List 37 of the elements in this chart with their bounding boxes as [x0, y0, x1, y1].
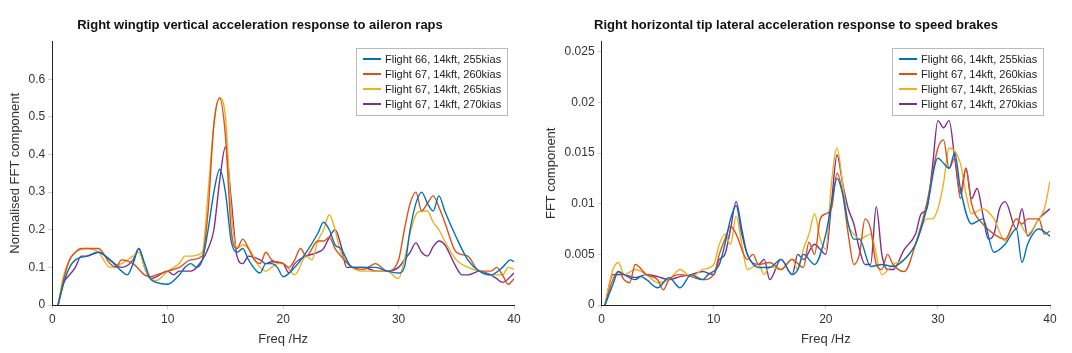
x-tick-label: 20 — [276, 311, 291, 326]
y-tick-label: 0.025 — [564, 44, 595, 59]
x-tick-label: 0 — [598, 311, 606, 326]
legend-label: Flight 66, 14kft, 255kias — [921, 51, 1038, 67]
x-axis-title: Freq /Hz — [800, 330, 851, 346]
legend-label: Flight 67, 14kft, 270kias — [921, 96, 1038, 112]
x-tick-label: 20 — [819, 311, 833, 326]
x-axis-title: Freq /Hz — [258, 330, 309, 346]
x-tick-label: 30 — [931, 311, 945, 326]
y-tick-label: 0.01 — [571, 196, 595, 210]
y-tick-label: 0.015 — [564, 145, 595, 160]
x-tick-label: 40 — [1043, 311, 1057, 326]
y-tick-label: 0.4 — [28, 146, 46, 161]
x-tick-label: 40 — [507, 311, 521, 326]
legend-label: Flight 66, 14kft, 255kias — [385, 51, 502, 67]
legend-label: Flight 67, 14kft, 260kias — [921, 66, 1038, 82]
legend-label: Flight 67, 14kft, 265kias — [921, 81, 1038, 97]
y-tick-label: 0.005 — [564, 246, 595, 261]
legend-label: Flight 67, 14kft, 260kias — [385, 66, 502, 82]
y-tick-label: 0.3 — [28, 184, 46, 199]
y-tick-label: 0.6 — [28, 71, 46, 86]
y-tick-label: 0 — [587, 297, 595, 312]
x-tick-label: 10 — [161, 311, 175, 326]
legend-label: Flight 67, 14kft, 270kias — [385, 96, 502, 112]
y-tick-label: 0.5 — [28, 109, 46, 124]
y-tick-label: 0 — [38, 297, 46, 312]
legend-label: Flight 67, 14kft, 265kias — [385, 81, 502, 97]
y-axis-title: Normalised FFT component — [7, 92, 23, 254]
x-tick-label: 10 — [707, 311, 721, 326]
y-axis-title: FFT component — [543, 127, 559, 220]
x-tick-label: 0 — [48, 311, 56, 326]
y-tick-label: 0.1 — [28, 259, 46, 274]
y-tick-label: 0.2 — [28, 222, 46, 237]
y-tick-label: 0.02 — [571, 94, 595, 109]
chart-title: Right wingtip vertical acceleration response to aileron raps — [77, 17, 443, 33]
x-tick-label: 30 — [391, 311, 406, 326]
chart-title: Right horizontal tip lateral acceleration response to speed brakes — [594, 17, 998, 33]
